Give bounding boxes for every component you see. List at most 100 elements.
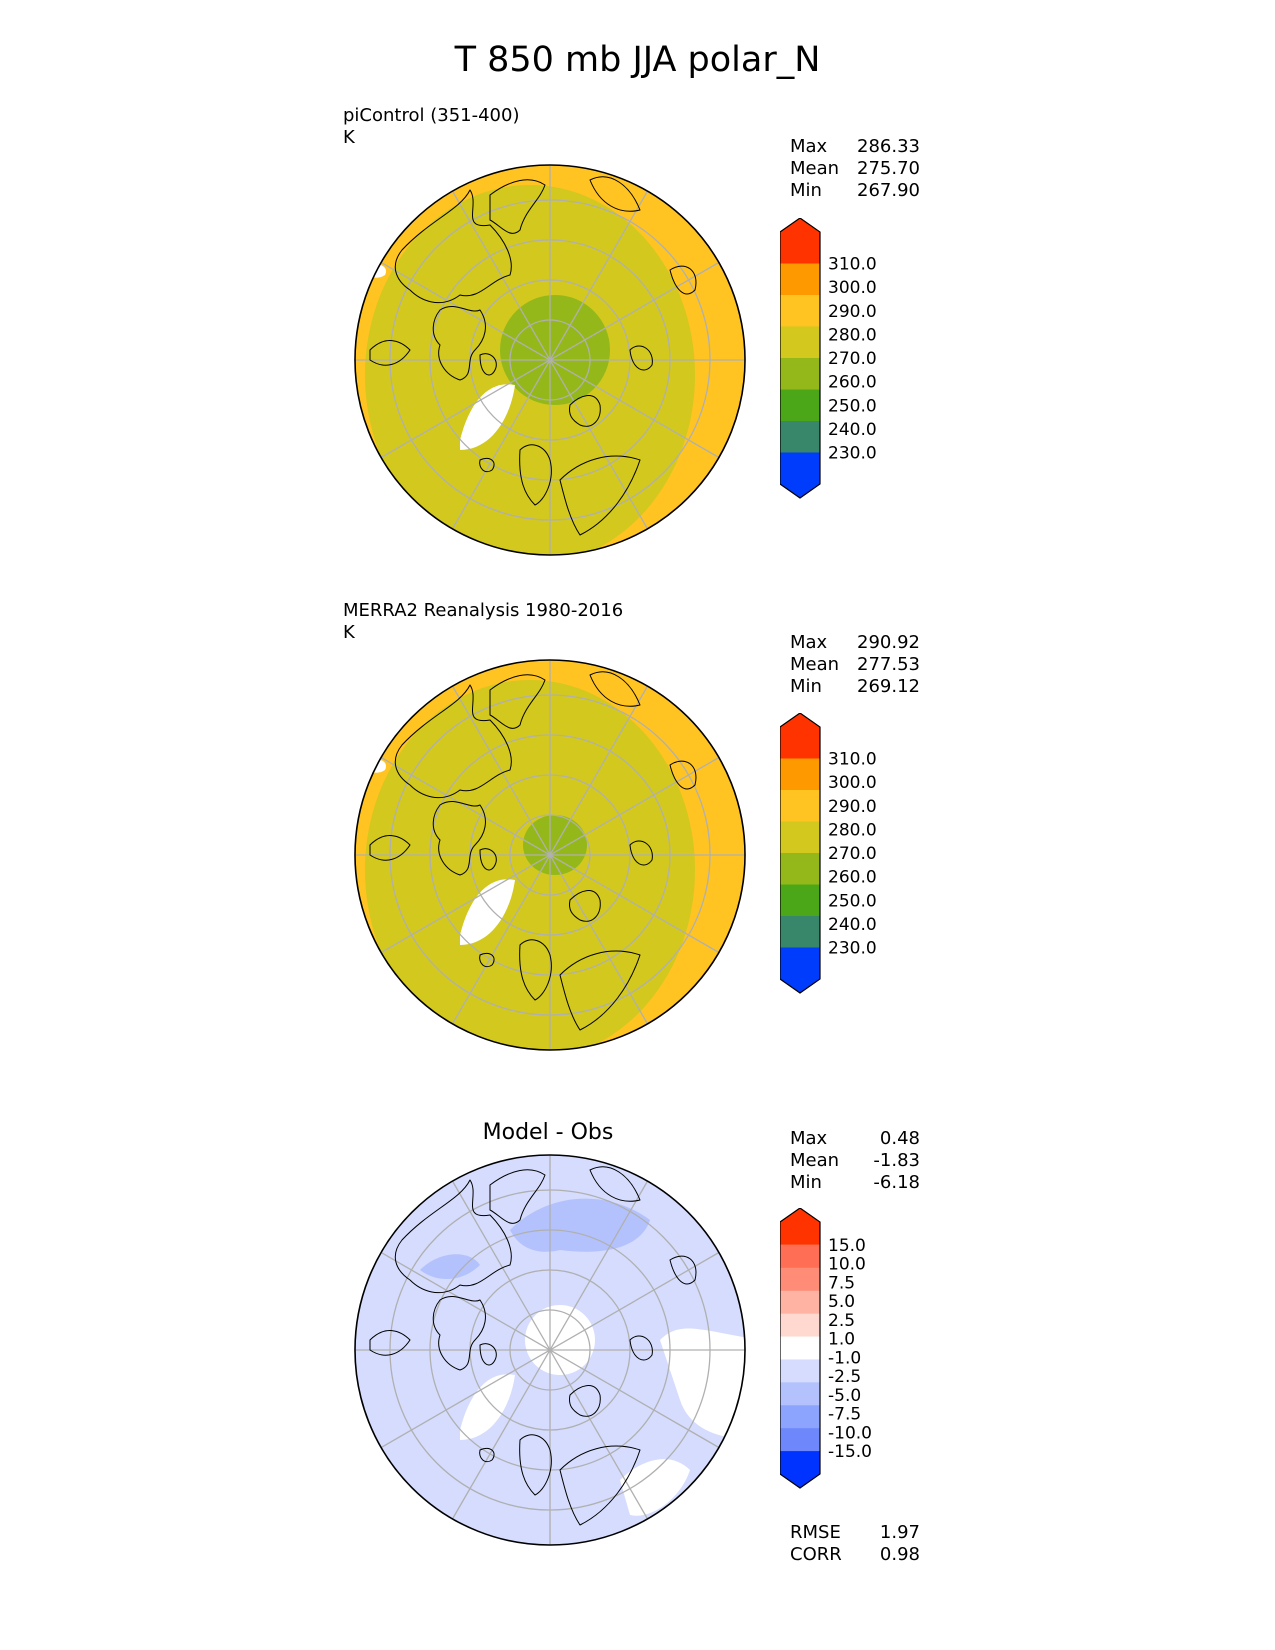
coastline-2: [589, 671, 641, 707]
coastline-9: [629, 345, 653, 371]
colorbar-tick-label: 7.5: [828, 1273, 855, 1293]
coastline-3: [432, 800, 486, 876]
obs-stats: Max 290.92 Mean 277.53 Min 269.12: [790, 632, 920, 698]
colorbar-tick-label: 260.0: [828, 373, 877, 393]
diff-metric-corr: CORR 0.98: [790, 1544, 920, 1565]
coastlines: [369, 671, 697, 1031]
coastline-10: [369, 835, 411, 861]
colorbar-tick-label: 280.0: [828, 325, 877, 345]
diff-stat-mean: Mean -1.83: [790, 1150, 920, 1171]
colorbar-tick-label: -15.0: [828, 1442, 872, 1462]
colorbar-segment-7: [780, 916, 820, 948]
colorbar-tick-label: 250.0: [828, 396, 877, 416]
diff-metrics: RMSE 1.97 CORR 0.98: [790, 1522, 920, 1566]
colorbar-body: [780, 713, 821, 994]
colorbar-segment-4: [780, 326, 820, 359]
mid-temperature-region: [365, 680, 695, 1050]
model-polar-map: [354, 164, 746, 556]
greenland-missing-data: [460, 879, 515, 945]
coastline-2: [589, 176, 641, 212]
temperature-field: [355, 165, 745, 555]
colorbar-tick-label: -1.0: [828, 1348, 861, 1368]
diff-region-near-zero-pole: [525, 1305, 595, 1375]
colorbar-segment-5: [780, 1313, 820, 1338]
colorbar-tick-label: 290.0: [828, 302, 877, 322]
colorbar-tick-label: 5.0: [828, 1292, 855, 1312]
coastline-9: [629, 1335, 653, 1361]
colorbar-segment-4: [780, 821, 820, 854]
coastline-4: [479, 1343, 497, 1366]
obs-panel-label: MERRA2 Reanalysis 1980-2016 K: [343, 600, 623, 644]
diff-stat-min: Min -6.18: [790, 1172, 920, 1193]
coastline-1: [489, 674, 546, 729]
colorbar-segment-2: [780, 758, 820, 791]
colorbar-tick-label: -2.5: [828, 1367, 861, 1387]
colorbar-tick-label: -7.5: [828, 1405, 861, 1425]
colorbar-tick-label: 1.0: [828, 1330, 855, 1350]
coastline-6: [519, 939, 552, 1001]
colorbar-tick-label: 2.5: [828, 1311, 855, 1331]
colorbar-tick-label: 15.0: [828, 1236, 866, 1256]
colorbar-segment-3: [780, 1267, 820, 1292]
colorbar-tick-label: 270.0: [828, 349, 877, 369]
meridian-line-150: [380, 756, 720, 954]
coastline-10: [369, 1330, 411, 1356]
obs-polar-map: [354, 659, 746, 1051]
difference-field: [355, 1155, 745, 1545]
colorbar-outline: [780, 218, 821, 499]
coastline-5: [569, 1385, 601, 1417]
coastline-1: [489, 179, 546, 234]
colorbar-segment-7: [780, 421, 820, 453]
diff-stats: Max 0.48 Mean -1.83 Min -6.18: [790, 1128, 920, 1194]
colorbar-segment-10: [780, 1428, 820, 1452]
coastline-6: [519, 1434, 552, 1496]
coastline-8: [479, 952, 495, 968]
coastline-2: [589, 1166, 641, 1202]
model-panel-label: piControl (351-400) K: [343, 105, 519, 149]
coastline-11: [669, 1255, 697, 1285]
diff-greenland-missing-data: [460, 1374, 515, 1440]
colorbar-tick-label: 280.0: [828, 820, 877, 840]
coastline-7: [559, 950, 641, 1031]
meridian-line-150: [380, 1251, 720, 1449]
model-stat-mean: Mean 275.70: [790, 158, 920, 179]
colorbar-top-arrow: [780, 713, 820, 759]
graticule: [355, 165, 745, 555]
coastline-4: [479, 848, 497, 871]
map-boundary: [354, 1154, 746, 1546]
coastline-5: [569, 890, 601, 922]
diff-panel-title: Model - Obs: [482, 1120, 614, 1145]
coastline-7: [559, 1445, 641, 1526]
diff-stat-max: Max 0.48: [790, 1128, 920, 1149]
obs-label-text: MERRA2 Reanalysis 1980-2016: [343, 600, 624, 621]
colorbar-tick-labels: 15.010.07.55.02.51.0-1.0-2.5-5.0-7.5-10.…: [828, 1236, 872, 1462]
colorbar-tick-label: 290.0: [828, 797, 877, 817]
meridian-line-150: [380, 261, 720, 459]
colorbar-bottom-arrow: [780, 1451, 820, 1488]
coastline-1: [489, 1169, 546, 1224]
colorbar-segment-7: [780, 1359, 820, 1383]
colorbar-top-arrow: [780, 1208, 820, 1245]
coastline-8: [479, 1447, 495, 1463]
colorbar-segment-3: [780, 295, 820, 327]
colorbar-tick-label: 310.0: [828, 255, 877, 275]
model-stats: Max 286.33 Mean 275.70 Min 267.90: [790, 136, 920, 202]
colorbar-tick-label: 260.0: [828, 868, 877, 888]
colorbar-segment-6: [780, 389, 820, 422]
obs-stat-mean: Mean 277.53: [790, 654, 920, 675]
colorbar-tick-label: 270.0: [828, 844, 877, 864]
colorbar-segment-4: [780, 1290, 820, 1315]
diff-region-cool-west: [420, 1254, 480, 1280]
map-boundary: [354, 164, 746, 556]
colorbar-tick-label: 310.0: [828, 750, 877, 770]
missing-data-patch: [365, 759, 386, 773]
obs-stat-max: Max 290.92: [790, 632, 920, 653]
diff-colorbar: 15.010.07.55.02.51.0-1.0-2.5-5.0-7.5-10.…: [780, 1208, 872, 1489]
colorbar-segment-5: [780, 358, 820, 390]
obs-colorbar: 310.0 300.0 290.0 280.0 270.0 260.0 250.0 240.0…: [780, 713, 877, 994]
temperature-field: [355, 660, 745, 1050]
colorbar-tick-label: 250.0: [828, 891, 877, 911]
graticule: [355, 1155, 745, 1545]
colorbar-outline: [780, 1208, 821, 1489]
obs-stat-min: Min 269.12: [790, 676, 920, 697]
